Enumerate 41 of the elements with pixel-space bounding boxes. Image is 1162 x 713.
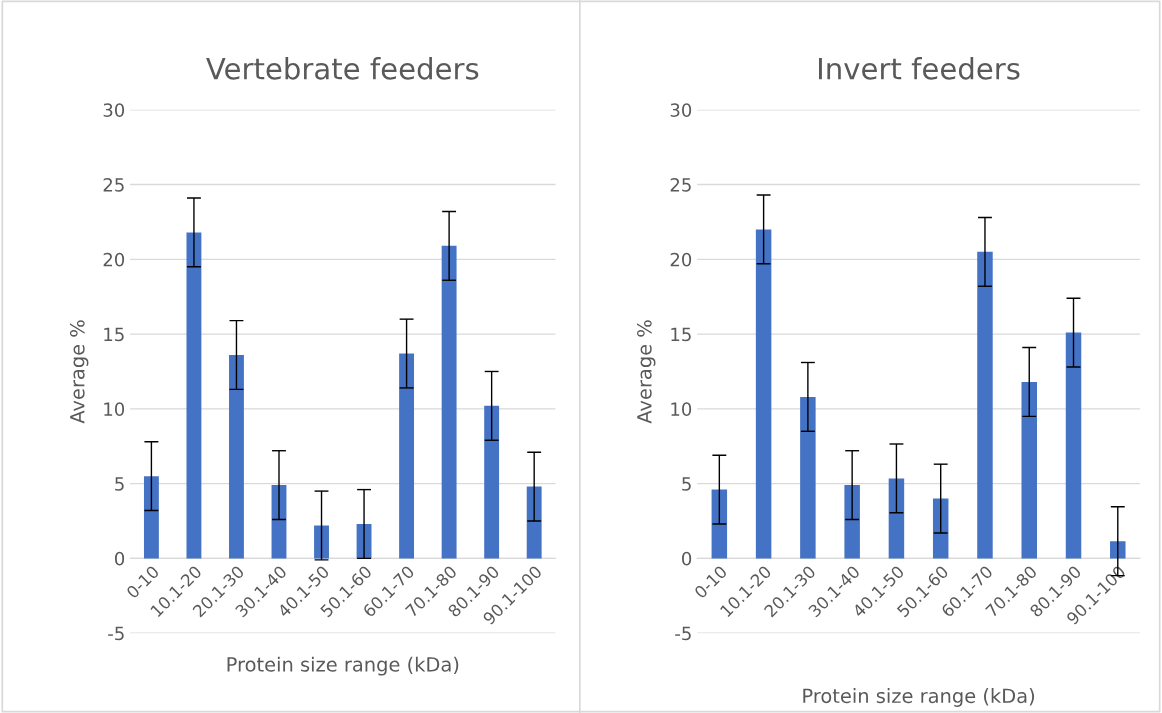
y-tick-label: 25: [103, 178, 124, 192]
bar: [932, 498, 949, 559]
bar: [755, 229, 772, 559]
bar: [844, 485, 860, 559]
y-tick-label: 30: [103, 103, 125, 117]
y-tick-label: 5: [115, 477, 124, 491]
y-tick-label: 0: [682, 551, 692, 566]
chart-title: Invert feeders: [819, 57, 1020, 80]
y-tick-label: 20: [103, 252, 125, 267]
bar: [399, 353, 415, 559]
bar: [977, 251, 993, 559]
bar: [1021, 381, 1037, 559]
y-tick-label: 10: [671, 402, 692, 416]
y-tick-label: 15: [671, 327, 691, 342]
y-tick-label: 0: [114, 551, 125, 566]
y-tick-label: 20: [670, 252, 692, 267]
y-tick-label: 10: [104, 402, 125, 416]
y-axis-title: Average %: [69, 320, 89, 424]
bar: [888, 478, 905, 559]
y-tick-label: -5: [108, 626, 124, 641]
y-tick-label: 30: [670, 103, 692, 117]
x-axis-title: Protein size range (kDa): [227, 656, 459, 676]
y-tick-label: 15: [104, 327, 124, 342]
bar: [229, 355, 244, 559]
bar: [1110, 541, 1126, 559]
y-axis-title: Average %: [637, 320, 656, 424]
y-tick-label: -5: [675, 626, 691, 641]
y-tick-label: 25: [670, 178, 691, 192]
bar: [186, 232, 202, 559]
bar: [526, 486, 542, 559]
y-tick-label: 5: [682, 477, 691, 491]
bar: [711, 489, 728, 559]
bar: [484, 405, 500, 559]
bar: [1065, 332, 1082, 559]
chart-title: Vertebrate feeders: [206, 57, 479, 80]
bar: [441, 245, 457, 559]
bar: [271, 485, 287, 559]
x-axis-title: Protein size range (kDa): [803, 688, 1035, 707]
bar: [143, 476, 159, 559]
bar: [800, 396, 816, 559]
bar: [314, 525, 329, 559]
